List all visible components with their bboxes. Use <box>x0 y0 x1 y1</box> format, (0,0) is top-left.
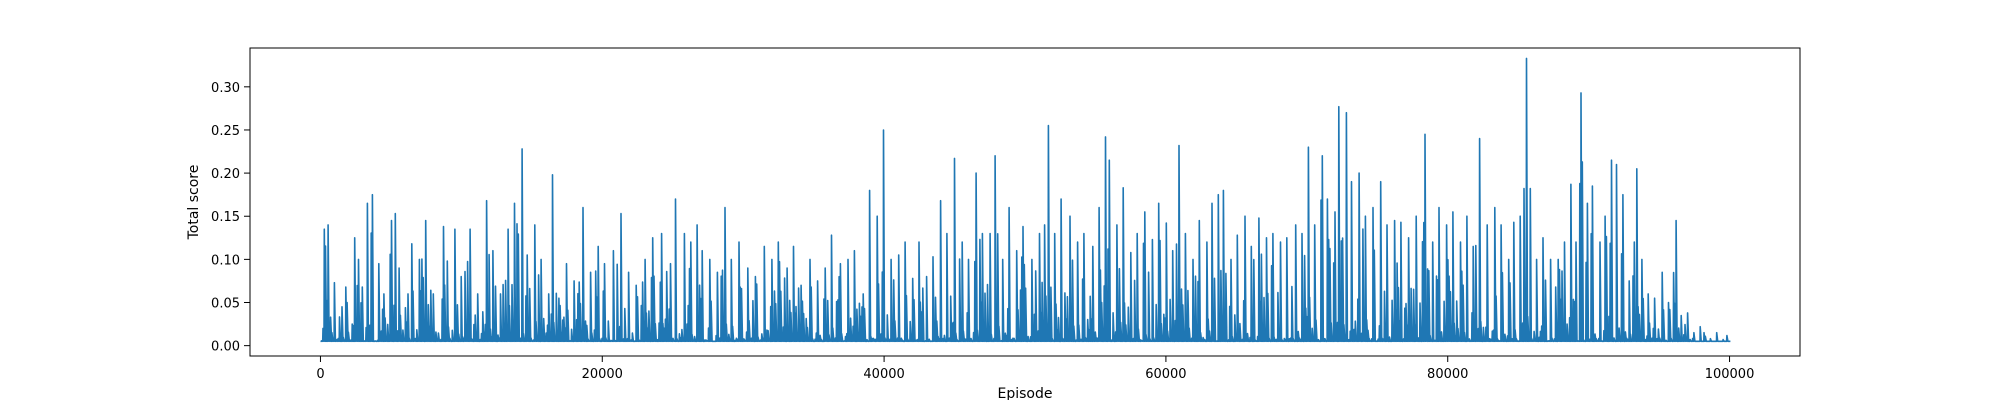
series-line <box>320 57 1731 343</box>
y-tick-label: 0.00 <box>211 340 240 355</box>
x-tick-label: 100000 <box>1705 367 1755 382</box>
axes-frame <box>249 47 1801 357</box>
y-tick-label: 0.20 <box>211 167 240 182</box>
y-tick-label: 0.30 <box>211 81 240 96</box>
y-axis: 0.00 0.05 0.10 0.15 0.20 0.25 0.30 <box>211 81 250 355</box>
x-tick-label: 40000 <box>863 367 904 382</box>
series-layer <box>320 57 1731 343</box>
x-tick-label: 20000 <box>582 367 623 382</box>
y-tick-label: 0.25 <box>211 124 240 139</box>
y-tick-label: 0.10 <box>211 253 240 268</box>
x-axis-title: Episode <box>998 386 1053 400</box>
x-tick-label: 0 <box>316 367 324 382</box>
x-axis: 0 20000 40000 60000 80000 100000 <box>316 356 1754 382</box>
y-tick-label: 0.15 <box>211 210 240 225</box>
y-tick-label: 0.05 <box>211 297 240 312</box>
x-tick-label: 60000 <box>1145 367 1186 382</box>
x-tick-label: 80000 <box>1427 367 1468 382</box>
y-axis-title: Total score <box>186 165 202 241</box>
